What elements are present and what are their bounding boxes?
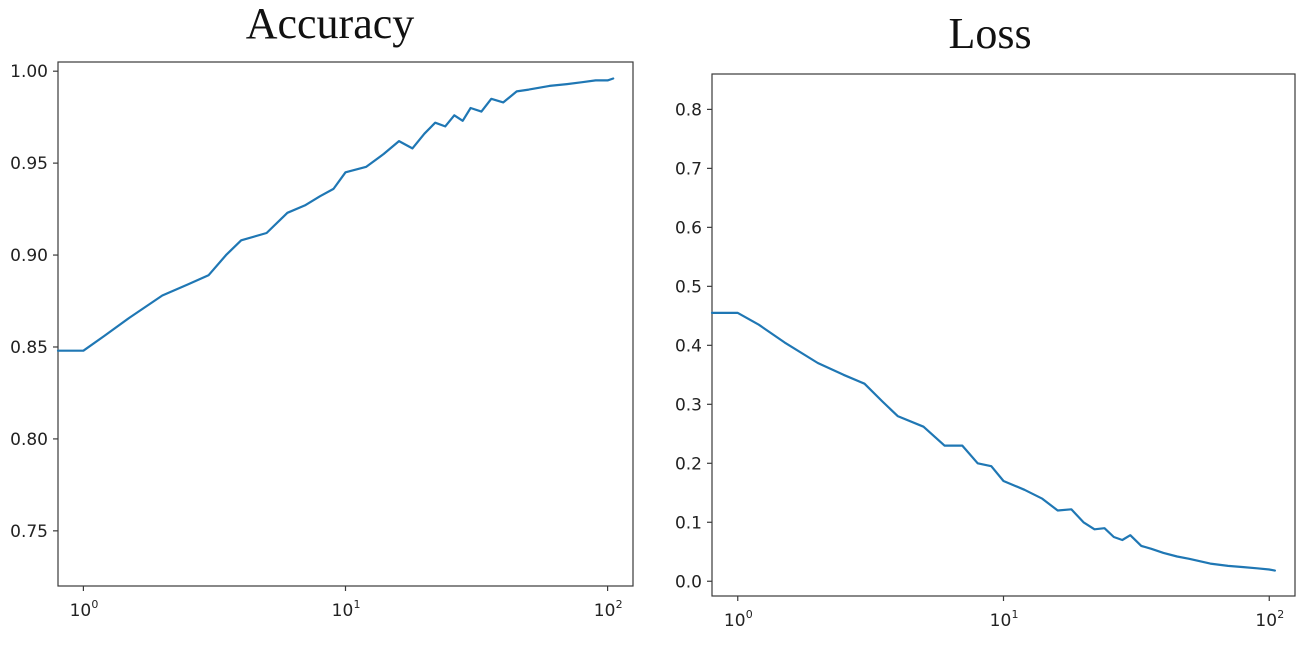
loss-x-tick-exponent: 0 — [746, 608, 753, 621]
loss-chart-title: Loss — [948, 9, 1031, 58]
accuracy-x-tick-label: 10 — [594, 601, 616, 621]
accuracy-chart-title: Accuracy — [246, 0, 415, 48]
loss-x-tick-exponent: 2 — [1277, 608, 1284, 621]
loss-y-axis: 0.8 0.7 0.6 0.5 0.4 0.3 0.2 0.1 0.0 — [675, 100, 712, 592]
loss-x-tick-label: 10 — [1255, 611, 1277, 631]
accuracy-y-tick-label: 0.80 — [10, 430, 48, 450]
loss-series-group — [710, 311, 1277, 572]
loss-x-tick-label: 10 — [724, 611, 746, 631]
loss-y-tick-label: 0.0 — [675, 572, 702, 592]
accuracy-plot-area — [57, 61, 634, 587]
loss-y-tick-label: 0.8 — [675, 100, 702, 120]
loss-series-line — [710, 311, 1277, 572]
accuracy-y-tick-label: 0.85 — [10, 338, 48, 358]
accuracy-y-tick-label: 1.00 — [10, 62, 48, 82]
loss-x-tick-label: 10 — [990, 611, 1012, 631]
loss-y-tick-label: 0.6 — [675, 218, 702, 238]
accuracy-x-tick-exponent: 1 — [354, 598, 361, 611]
loss-x-axis: 10 0 10 1 10 2 — [724, 596, 1284, 631]
loss-y-tick-label: 0.3 — [675, 395, 702, 415]
accuracy-x-tick-exponent: 0 — [91, 598, 98, 611]
loss-y-tick-label: 0.1 — [675, 513, 702, 533]
accuracy-chart: Accuracy 1.000.950.900.850.800.75 10 0 10 1… — [10, 0, 634, 621]
loss-y-tick-label: 0.5 — [675, 277, 702, 297]
accuracy-y-tick-label: 0.75 — [10, 522, 48, 542]
loss-x-tick-exponent: 1 — [1012, 608, 1019, 621]
accuracy-x-tick-label: 10 — [332, 601, 354, 621]
accuracy-y-axis: 1.00 0.95 0.90 0.85 0.80 0.75 — [10, 62, 58, 542]
loss-plot-area — [711, 73, 1296, 597]
accuracy-x-tick-label: 10 — [70, 601, 92, 621]
accuracy-y-tick-label: 0.90 — [10, 246, 48, 266]
loss-chart: Loss 0.80.70.60.50.40.30.20.10.0 10 0 10 1 1… — [675, 9, 1296, 631]
loss-y-tick-label: 0.2 — [675, 454, 702, 474]
accuracy-series-line — [56, 77, 615, 352]
accuracy-x-tick-exponent: 2 — [616, 598, 623, 611]
loss-y-tick-label: 0.7 — [675, 159, 702, 179]
loss-y-tick-label: 0.4 — [675, 336, 702, 356]
accuracy-y-tick-label: 0.95 — [10, 154, 48, 174]
accuracy-series-group — [56, 77, 615, 352]
accuracy-x-axis: 10 0 10 1 10 2 — [70, 586, 623, 621]
